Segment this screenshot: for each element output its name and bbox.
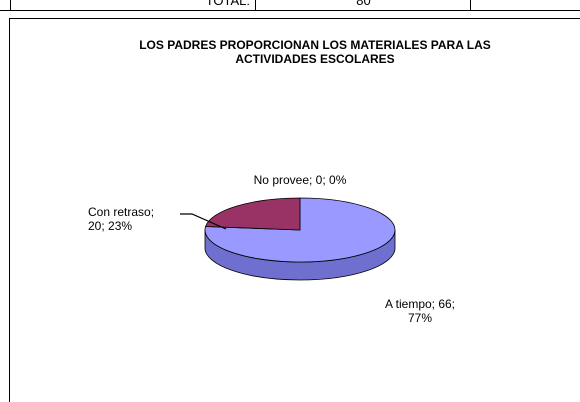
data-label: No provee; 0; 0% xyxy=(253,173,347,187)
pie-slice xyxy=(204,197,396,263)
data-label: A tiempo; 66; 77% xyxy=(384,297,456,325)
table-cell: TOTAL: xyxy=(10,0,254,10)
cell-text: 80 xyxy=(356,0,371,8)
cell-text: TOTAL: xyxy=(205,0,250,8)
chart-frame xyxy=(9,18,580,402)
leader-line xyxy=(180,213,227,230)
data-label: Con retraso; 20; 23% xyxy=(88,205,155,233)
chart-title: LOS PADRES PROPORCIONAN LOS MATERIALES P… xyxy=(139,38,491,66)
pie-slice xyxy=(205,197,301,231)
table-cell: 80 xyxy=(255,0,471,10)
